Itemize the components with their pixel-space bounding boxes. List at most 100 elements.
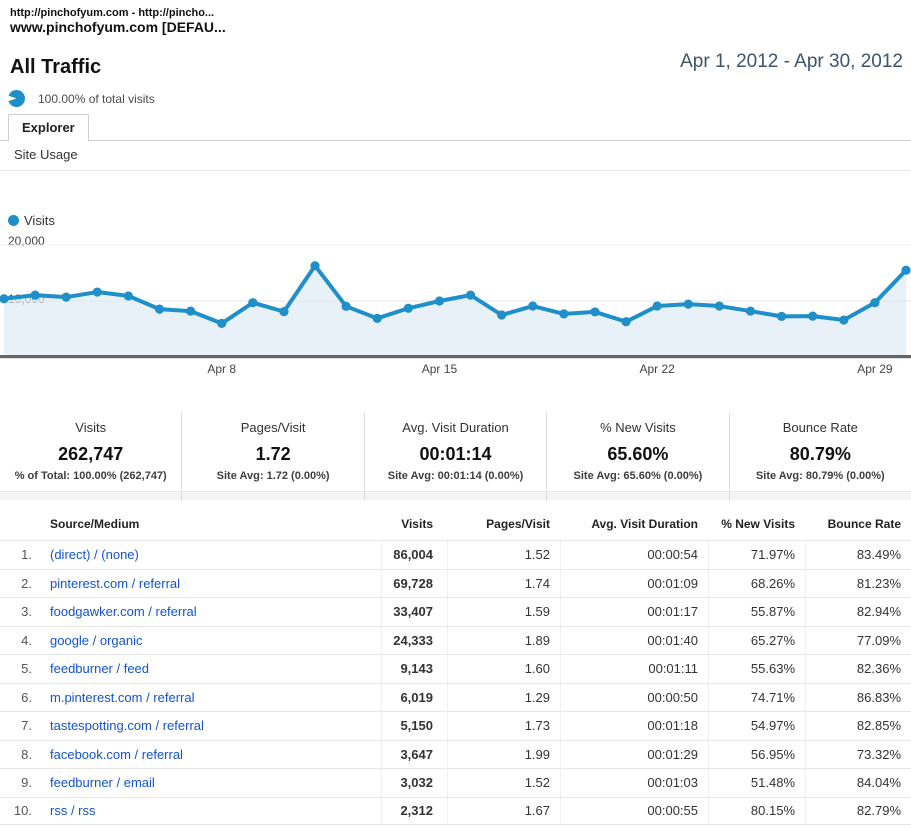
metric-card-pages-visit: Pages/Visit 1.72 Site Avg: 1.72 (0.00%) <box>182 413 365 491</box>
avg-duration-cell: 00:01:03 <box>560 769 708 797</box>
metric-subtext: Site Avg: 65.60% (0.00%) <box>573 470 703 482</box>
metric-value: 262,747 <box>58 444 124 464</box>
table-row: 5. feedburner / feed 9,143 1.60 00:01:11… <box>0 654 911 683</box>
bounce-rate-cell: 81.23% <box>805 569 911 597</box>
avg-duration-cell: 00:00:55 <box>560 797 708 824</box>
visits-cell: 86,004 <box>381 541 447 569</box>
page-title: All Traffic <box>10 56 102 78</box>
visits-cell: 3,032 <box>381 769 447 797</box>
new-visits-cell: 74.71% <box>708 683 805 711</box>
row-rank: 10. <box>13 803 32 819</box>
metric-card-visits: Visits 262,747 % of Total: 100.00% (262,… <box>0 413 183 491</box>
new-visits-cell: 68.26% <box>708 569 805 597</box>
row-rank: 7. <box>21 718 32 734</box>
metric-value: 00:01:14 <box>419 444 492 464</box>
column-header-visits[interactable]: Visits <box>401 517 433 531</box>
table-row: 4. google / organic 24,333 1.89 00:01:40… <box>0 625 911 654</box>
bounce-rate-cell: 82.85% <box>805 712 911 740</box>
summary-metrics: Visits 262,747 % of Total: 100.00% (262,… <box>0 413 911 500</box>
chart-legend-visits[interactable]: Visits <box>8 213 55 228</box>
metric-subtext: Site Avg: 80.79% (0.00%) <box>755 470 885 482</box>
pages-visit-cell: 1.99 <box>447 740 560 768</box>
new-visits-cell: 55.63% <box>708 655 805 683</box>
source-medium-link[interactable]: m.pinterest.com / referral <box>50 689 195 705</box>
new-visits-cell: 71.97% <box>708 541 805 569</box>
table-header-row: Source/Medium Visits Pages/Visit Avg. Vi… <box>0 508 911 540</box>
table-row: 8. facebook.com / referral 3,647 1.99 00… <box>0 739 911 768</box>
metric-value: 80.79% <box>789 444 851 464</box>
source-medium-link[interactable]: (direct) / (none) <box>50 547 139 563</box>
source-medium-link[interactable]: feedburner / feed <box>50 661 150 677</box>
pages-visit-cell: 1.89 <box>447 626 560 654</box>
column-header-source-medium[interactable]: Source/Medium <box>50 517 140 531</box>
bounce-rate-cell: 83.49% <box>805 541 911 569</box>
source-medium-link[interactable]: feedburner / email <box>50 775 155 791</box>
row-rank: 4. <box>21 632 32 648</box>
row-rank: 1. <box>21 547 32 563</box>
source-medium-link[interactable]: foodgawker.com / referral <box>50 604 197 620</box>
avg-duration-cell: 00:01:29 <box>560 740 708 768</box>
segment-chip: 100.00% of total visits <box>8 90 155 107</box>
metric-label: Bounce Rate <box>782 420 858 435</box>
table-row: 3. foodgawker.com / referral 33,407 1.59… <box>0 597 911 626</box>
metric-subtext: Site Avg: 00:01:14 (0.00%) <box>387 470 524 482</box>
new-visits-cell: 55.87% <box>708 598 805 626</box>
column-header-new-visits[interactable]: % New Visits <box>721 517 795 531</box>
row-rank: 5. <box>21 661 32 677</box>
row-rank: 8. <box>21 746 32 762</box>
tab-bar: Explorer <box>0 113 911 142</box>
new-visits-cell: 80.15% <box>708 797 805 824</box>
visits-area-chart <box>0 244 911 359</box>
pages-visit-cell: 1.60 <box>447 655 560 683</box>
metric-label: Pages/Visit <box>240 420 306 435</box>
x-axis-tick: Apr 22 <box>639 362 675 376</box>
avg-duration-cell: 00:00:50 <box>560 683 708 711</box>
visits-cell: 69,728 <box>381 569 447 597</box>
avg-duration-cell: 00:01:09 <box>560 569 708 597</box>
date-range-selector[interactable]: Apr 1, 2012 - Apr 30, 2012 <box>680 51 903 72</box>
source-medium-link[interactable]: facebook.com / referral <box>50 746 183 762</box>
source-medium-link[interactable]: pinterest.com / referral <box>50 575 181 591</box>
table-row: 7. tastespotting.com / referral 5,150 1.… <box>0 711 911 740</box>
legend-label: Visits <box>24 213 55 228</box>
bounce-rate-cell: 82.94% <box>805 598 911 626</box>
avg-duration-cell: 00:00:54 <box>560 541 708 569</box>
column-header-avg-duration[interactable]: Avg. Visit Duration <box>591 517 698 531</box>
tab-explorer[interactable]: Explorer <box>8 114 89 142</box>
divider <box>0 170 911 171</box>
metric-value: 1.72 <box>255 444 291 464</box>
source-medium-link[interactable]: tastespotting.com / referral <box>50 718 204 734</box>
bounce-rate-cell: 77.09% <box>805 626 911 654</box>
pages-visit-cell: 1.73 <box>447 712 560 740</box>
column-header-bounce-rate[interactable]: Bounce Rate <box>827 517 901 531</box>
pages-visit-cell: 1.52 <box>447 541 560 569</box>
source-medium-link[interactable]: google / organic <box>50 632 143 648</box>
metric-label: Visits <box>75 420 107 435</box>
segment-label: 100.00% of total visits <box>38 91 155 106</box>
new-visits-cell: 54.97% <box>708 712 805 740</box>
x-axis-tick: Apr 29 <box>857 362 893 376</box>
account-name: http://pinchofyum.com - http://pincho... <box>10 7 215 19</box>
avg-duration-cell: 00:01:11 <box>560 655 708 683</box>
table-row: 1. (direct) / (none) 86,004 1.52 00:00:5… <box>0 540 911 569</box>
subtab-site-usage[interactable]: Site Usage <box>14 147 78 162</box>
pages-visit-cell: 1.52 <box>447 769 560 797</box>
visits-cell: 6,019 <box>381 683 447 711</box>
pages-visit-cell: 1.67 <box>447 797 560 824</box>
visits-cell: 33,407 <box>381 598 447 626</box>
segment-donut-icon <box>8 90 25 107</box>
metric-card-avg-duration: Avg. Visit Duration 00:01:14 Site Avg: 0… <box>365 413 548 491</box>
x-axis-tick: Apr 15 <box>421 362 458 376</box>
profile-name: www.pinchofyum.com [DEFAU... <box>10 19 226 35</box>
row-rank: 9. <box>21 775 32 791</box>
legend-dot-icon <box>8 215 19 226</box>
metric-card-bounce-rate: Bounce Rate 80.79% Site Avg: 80.79% (0.0… <box>730 413 911 491</box>
x-axis-tick: Apr 8 <box>207 362 237 376</box>
bounce-rate-cell: 86.83% <box>805 683 911 711</box>
avg-duration-cell: 00:01:17 <box>560 598 708 626</box>
bounce-rate-cell: 82.36% <box>805 655 911 683</box>
column-header-pages-visit[interactable]: Pages/Visit <box>486 517 550 531</box>
metric-label: Avg. Visit Duration <box>402 420 509 435</box>
source-medium-link[interactable]: rss / rss <box>50 803 96 819</box>
